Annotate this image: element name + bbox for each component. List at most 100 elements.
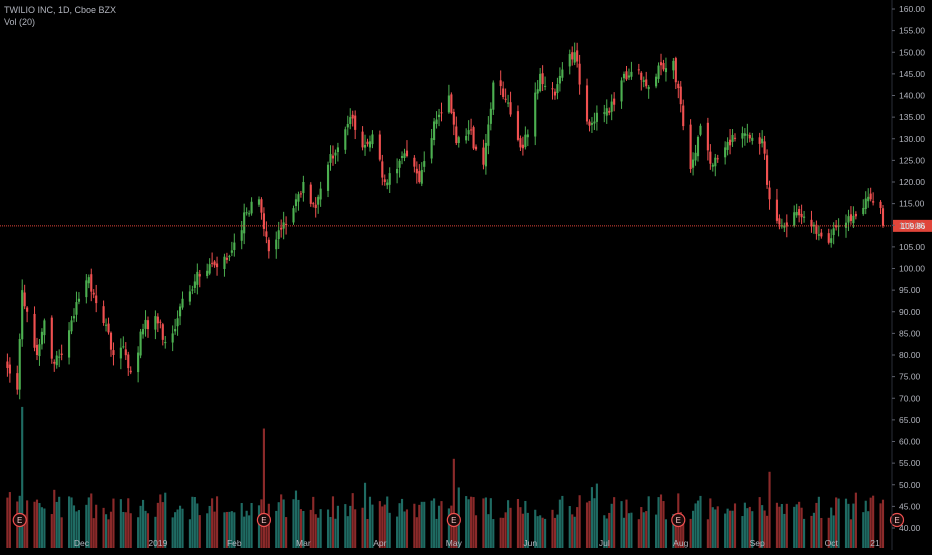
candle-2018-11-20 [53,361,56,364]
candle-2018-11-21 [55,355,58,366]
candle-2019-03-07 [317,196,320,205]
volume-bar-2018-11-07 [21,406,24,548]
volume-bar-2018-12-26 [141,499,145,548]
volume-bar-2019-01-31 [230,511,233,548]
volume-bar-2019-04-29 [447,508,450,548]
volume-bar-2018-12-31 [154,516,157,548]
earnings-marker-icon[interactable]: E [889,512,905,528]
candle-2019-08-15 [714,157,717,167]
candle-2019-04-17 [418,171,421,182]
candle-2019-04-10 [400,156,404,158]
volume-bar-2019-08-29 [748,506,751,548]
candle-2019-04-19 [423,161,426,167]
earnings-marker-icon[interactable]: E [671,512,686,528]
candle-2019-05-24 [509,102,512,115]
candle-2018-12-04 [87,277,90,284]
volume-bar-2019-03-26 [363,482,367,548]
candle-2019-05-08 [470,129,473,131]
earnings-marker-label: E [451,516,456,525]
candle-2019-08-09 [699,125,702,135]
volume-bar-2019-03-25 [361,507,364,548]
candle-2019-07-18 [645,79,648,87]
candle-2019-06-21 [578,63,581,85]
candle-2019-05-01 [452,111,455,125]
candle-2019-09-18 [798,209,801,216]
volume-bar-2019-05-21 [502,517,505,548]
y-tick-label: 120.00 [899,177,925,187]
candle-2019-01-08 [174,329,177,332]
volume-bar-2019-07-10 [625,499,628,548]
volume-bar-2019-06-03 [534,509,537,548]
volume-bar-2019-01-28 [223,512,226,548]
candle-2019-08-14 [711,164,714,167]
candle-2019-10-21 [879,201,882,208]
volume-bar-2019-04-03 [383,504,386,548]
candle-2019-06-27 [593,121,596,124]
volume-bar-2019-09-18 [798,501,801,548]
candle-2019-06-13 [558,75,561,84]
candle-2019-03-19 [346,124,349,128]
candle-2018-11-06 [18,339,21,390]
candle-2018-11-29 [75,302,78,315]
earnings-marker-icon[interactable]: E [12,512,27,528]
volume-bar-2019-01-04 [164,492,167,548]
volume-bar-2019-10-21 [879,503,882,548]
volume-bar-2019-06-24 [585,502,589,548]
y-tick-label: 140.00 [899,91,925,101]
volume-bar-2019-06-12 [556,514,559,548]
volume-bar-2019-09-04 [763,510,766,548]
candle-2019-04-09 [398,160,401,168]
candle-2019-07-31 [677,83,680,89]
candle-2019-02-21 [282,222,285,229]
volume-bar-2019-07-22 [655,514,658,548]
candle-2019-09-24 [812,224,816,227]
candle-2019-10-07 [844,222,848,228]
candle-2018-11-12 [33,313,36,348]
volume-bar-2019-03-14 [334,518,337,548]
volume-bar-2019-06-11 [553,517,557,548]
volume-bar-2018-11-08 [23,514,26,548]
volume-bar-2019-09-02 [758,497,761,548]
earnings-marker-icon[interactable]: E [446,512,461,528]
y-tick-label: 150.00 [899,47,925,57]
candle-2019-10-01 [830,238,833,243]
candle-2019-04-30 [450,94,453,113]
volume-bar-2019-09-23 [810,515,813,548]
volume-bar-2019-10-22 [881,499,885,548]
volume-bar-2019-07-11 [627,513,631,548]
volume-bar-2019-03-12 [329,517,332,548]
candle-2019-04-03 [383,179,386,182]
volume-bar-2019-06-17 [568,506,571,548]
volume-bar-2019-01-10 [178,505,182,548]
volume-bar-2019-06-06 [541,517,544,548]
candle-2018-12-10 [102,306,105,323]
candle-2019-07-15 [637,69,640,71]
volume-bar-2019-02-01 [233,512,236,548]
volume-bar-2019-01-30 [228,511,231,548]
volume-bar-2018-12-19 [124,512,127,548]
volume-bar-2019-07-23 [657,497,660,548]
volume-bar-2019-05-09 [472,497,475,548]
y-tick-label: 160.00 [899,4,925,14]
volume-bar-2019-02-27 [297,499,300,548]
volume-bar-2019-04-16 [415,517,418,548]
candle-2019-04-12 [405,150,409,157]
candle-2019-02-22 [285,223,288,225]
candle-2019-01-18 [198,274,201,277]
candle-2019-08-05 [689,124,692,170]
candle-2019-02-08 [250,201,253,214]
volume-bar-2019-06-19 [573,516,576,548]
candle-2019-01-10 [178,306,182,317]
candle-2019-08-08 [696,136,700,157]
earnings-marker-icon[interactable]: E [256,512,272,528]
candle-2019-06-14 [561,69,564,78]
volume-bar-2019-10-04 [837,498,840,548]
candle-2019-04-24 [435,119,438,124]
volume-bar-2018-12-20 [127,498,130,548]
volume-bar-2019-06-07 [544,518,547,548]
candle-2019-08-16 [716,158,719,160]
volume-bar-2019-04-09 [398,503,401,548]
candle-2019-02-06 [245,212,248,214]
